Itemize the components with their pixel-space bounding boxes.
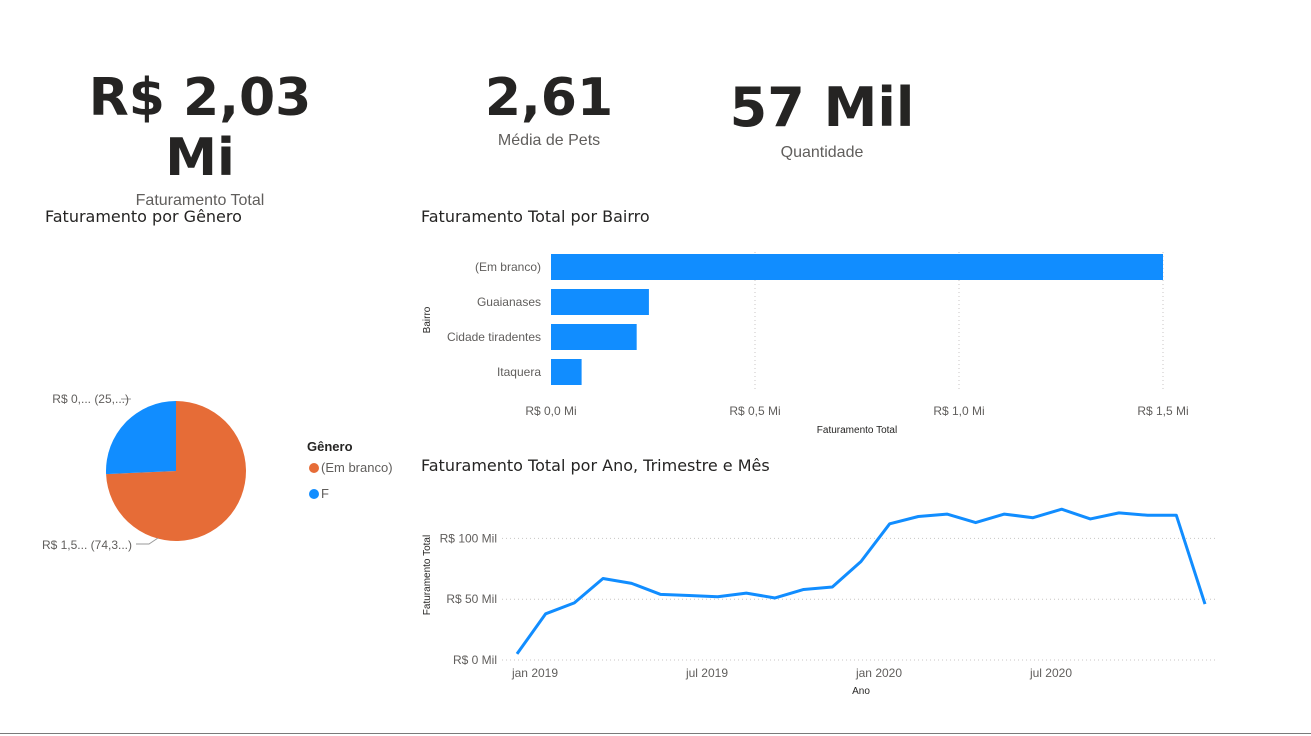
pie-slice-f[interactable] xyxy=(106,401,176,475)
bar-1[interactable] xyxy=(551,289,649,315)
bar-chart-title: Faturamento Total por Bairro xyxy=(421,207,650,226)
kpi-media-pets: 2,61 Média de Pets xyxy=(449,68,649,150)
kpi-value: 57 Mil xyxy=(729,76,915,139)
line-y-axis-title: Faturamento Total xyxy=(422,535,433,615)
legend-marker[interactable] xyxy=(309,489,319,499)
kpi-value: 2,61 xyxy=(484,68,614,128)
line-y-tick-label: R$ 100 Mil xyxy=(440,531,497,545)
bar-category-label: (Em branco) xyxy=(475,260,541,274)
kpi-quantidade: 57 Mil Quantidade xyxy=(722,76,922,162)
legend-item[interactable]: (Em branco) xyxy=(321,460,393,475)
bar-x-tick-label: R$ 1,0 Mi xyxy=(933,404,984,418)
bar-chart[interactable]: R$ 0,0 Mi R$ 0,5 Mi R$ 1,0 Mi R$ 1,5 Mi (Em … xyxy=(410,240,1270,455)
bar-category-label: Cidade tiradentes xyxy=(447,330,541,344)
line-x-tick-label: jan 2020 xyxy=(855,666,902,680)
bar-x-axis-title: Faturamento Total xyxy=(817,425,897,436)
line-chart[interactable]: R$ 0 Mil R$ 50 Mil R$ 100 Mil jan 2019 jul 2… xyxy=(410,480,1270,710)
line-x-tick-label: jan 2019 xyxy=(511,666,558,680)
kpi-label: Média de Pets xyxy=(497,132,601,149)
pie-chart-title: Faturamento por Gênero xyxy=(45,207,242,226)
pie-slice-em-branco[interactable] xyxy=(106,401,247,541)
kpi-value: R$ 2,03 Mi xyxy=(88,68,312,188)
bottom-divider xyxy=(0,733,1311,734)
bar-x-tick-label: R$ 0,5 Mi xyxy=(729,404,780,418)
bar-x-tick-label: R$ 0,0 Mi xyxy=(525,404,576,418)
line-chart-title: Faturamento Total por Ano, Trimestre e M… xyxy=(421,456,770,475)
bar-category-label: Guaianases xyxy=(477,295,541,309)
bar-x-tick-label: R$ 1,5 Mi xyxy=(1137,404,1188,418)
bar-0[interactable] xyxy=(551,254,1163,280)
line-series[interactable] xyxy=(515,507,1207,655)
line-x-tick-label: jul 2020 xyxy=(1029,666,1072,680)
kpi-label: Faturamento Total xyxy=(135,192,265,209)
line-x-tick-label: jul 2019 xyxy=(685,666,728,680)
kpi-faturamento-total: R$ 2,03 Mi Faturamento Total xyxy=(60,68,340,210)
bar-category-label: Itaquera xyxy=(497,365,541,379)
bar-y-axis-title: Bairro xyxy=(422,306,433,333)
line-y-tick-label: R$ 50 Mil xyxy=(446,592,497,606)
pie-chart[interactable]: R$ 0,... (25,...) R$ 1,5... (74,3...) Gêne… xyxy=(0,240,400,570)
bar-3[interactable] xyxy=(551,359,582,385)
pie-data-label: R$ 0,... (25,...) xyxy=(52,392,129,406)
line-x-axis-title: Ano xyxy=(852,686,870,697)
legend-marker[interactable] xyxy=(309,463,319,473)
bar-2[interactable] xyxy=(551,324,637,350)
legend-title: Gênero xyxy=(307,439,353,454)
kpi-label: Quantidade xyxy=(780,144,864,161)
pie-leader-line xyxy=(136,537,159,545)
pie-data-label: R$ 1,5... (74,3...) xyxy=(42,538,132,552)
line-y-tick-label: R$ 0 Mil xyxy=(453,653,497,667)
legend-item[interactable]: F xyxy=(321,486,329,501)
